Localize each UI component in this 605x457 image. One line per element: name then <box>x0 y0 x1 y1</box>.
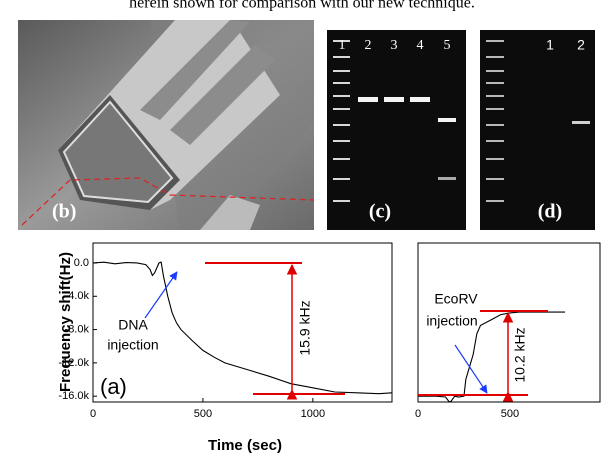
lane-label: 2 <box>577 37 585 53</box>
y-axis-label: Frequency shift(Hz) <box>57 252 74 392</box>
y-tick-label: -8.0k <box>65 323 90 335</box>
annotation: EcoRV <box>434 291 478 307</box>
caption-fragment: herein shown for comparison with our new… <box>129 0 475 12</box>
pointer-arrow <box>144 271 178 319</box>
y-tick-label: 0.0 <box>74 257 89 269</box>
annotation: injection <box>426 313 477 329</box>
panel-label: (c) <box>369 201 391 223</box>
x-tick-label: 500 <box>501 408 519 420</box>
plot-frame <box>92 242 393 403</box>
panel-label: (d) <box>538 201 562 223</box>
lane-label: 2 <box>365 38 372 53</box>
y-tick-label: -12.0k <box>58 357 89 369</box>
annotation: injection <box>107 337 158 353</box>
annotation: DNA <box>118 317 148 333</box>
lane-label: 5 <box>444 38 451 53</box>
lane-label: 1 <box>546 37 554 53</box>
data-line <box>92 261 393 395</box>
panel-label: (b) <box>52 201 76 223</box>
lane-label: 4 <box>417 38 424 53</box>
lane-label: 3 <box>391 38 398 53</box>
panel-label: (a) <box>100 374 127 399</box>
annotation: 10.2 kHz <box>512 327 528 382</box>
gel-image: 1 2 3 4 5 (c) <box>327 30 466 230</box>
annotation: 15.9 kHz <box>297 300 313 355</box>
x-tick-label: 500 <box>194 408 212 420</box>
y-tick-label: -4.0k <box>65 290 90 302</box>
lane-label: 1 <box>339 38 346 53</box>
annotations: DNA injection 15.9 kHz (a) EcoRV injecti… <box>100 262 548 402</box>
data-line <box>418 311 566 403</box>
gel-image: 1 2 (d) <box>480 30 595 230</box>
x-tick-label: 0 <box>415 408 421 420</box>
sem-image: (b) <box>18 20 315 230</box>
x-tick-label: 1000 <box>301 408 325 420</box>
pointer-arrow <box>454 344 488 394</box>
x-tick-label: 0 <box>90 408 96 420</box>
y-tick-label: -16.0k <box>58 390 89 402</box>
x-axis-label: Time (sec) <box>208 437 282 454</box>
